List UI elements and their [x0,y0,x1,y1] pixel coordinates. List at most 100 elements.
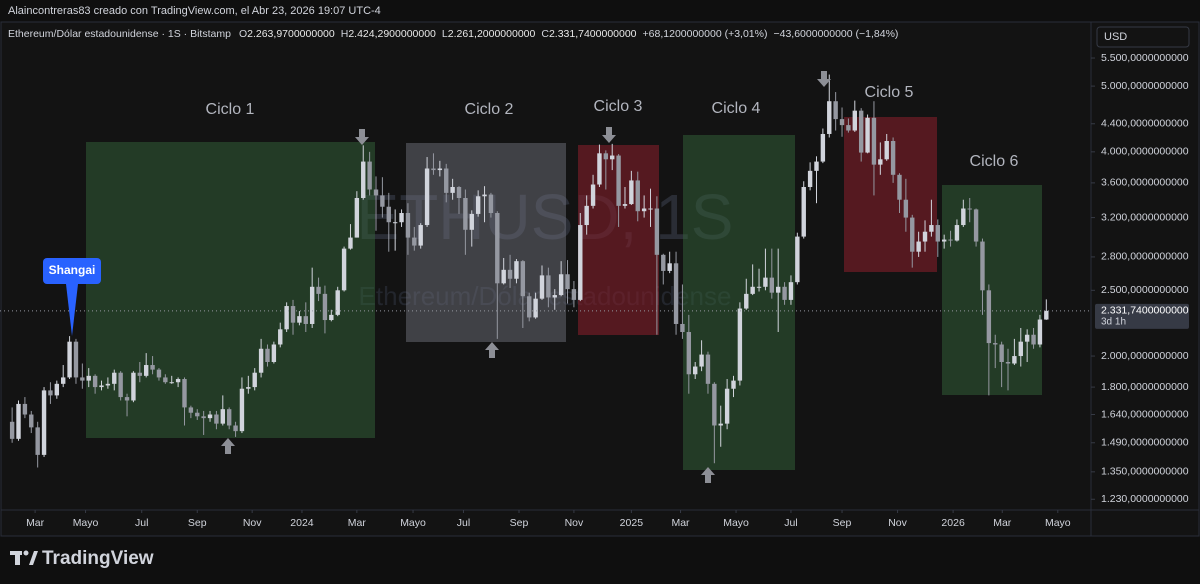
candle-body [686,332,692,375]
arrow-down [817,71,831,87]
candle-body [405,213,411,238]
y-tick-label: 1.350,0000000000 [1101,466,1189,478]
candle-body [610,155,615,160]
y-tick-label: 2.000,0000000000 [1101,350,1189,362]
candle-body [744,293,749,309]
cycle-label: Ciclo 4 [712,100,761,117]
candle-body [226,409,232,426]
candle-body [699,354,704,367]
candle-body [201,416,206,419]
candle-body [571,289,577,300]
candle-body [67,341,72,378]
candle-body [712,383,717,426]
x-tick-label: Nov [888,517,907,529]
candle-body [533,298,538,318]
candle-body [769,277,775,293]
legend: Ethereum/Dólar estadounidense · 1S · Bit… [8,28,898,40]
candle-body [258,348,264,373]
candle-body [941,239,947,242]
candle-body [495,213,500,284]
candle-body [143,365,149,376]
candle-body [827,101,832,134]
y-tick-label: 1.640,0000000000 [1101,408,1189,420]
candle-body [118,372,123,398]
candle-body [558,274,564,296]
legend-key: L [442,28,448,40]
candle-body [150,365,155,370]
x-tick-label: Jul [457,517,470,529]
candle-body [616,155,621,206]
legend-value: 2.263,9700000000 [247,28,335,40]
candle-body [233,425,238,432]
candle-body [182,379,187,408]
x-tick-label: Mayo [400,517,426,529]
candle-body [86,375,91,381]
candle-body [220,409,225,424]
candle-body [54,383,60,396]
candle-body [507,269,513,279]
logo-part [29,551,38,565]
legend-key: H [341,28,349,40]
candle-body [935,225,940,242]
candle-body [392,222,398,224]
candle-body [839,119,845,126]
candle-body [718,423,723,426]
candle-body [967,208,972,210]
candle-body [603,153,609,160]
last-price-label: 2.331,7400000000 [1101,305,1189,317]
candle-body [654,208,660,255]
x-tick-label: Mar [993,517,1012,529]
cycle-label: Ciclo 2 [465,101,514,118]
candle-body [865,117,870,153]
candle-body [214,414,219,424]
candle-body [539,275,545,299]
candle-body [41,390,47,455]
candle-body [597,153,602,185]
candle-body [514,261,519,279]
candle-body [386,206,391,223]
logo-part [15,551,20,565]
tradingview-logo [10,550,38,565]
x-tick-label: 2024 [290,517,314,529]
candle-body [993,343,998,345]
candle-body [16,403,21,439]
credit: Alaincontreras83 creado con TradingView.… [8,5,381,17]
candle-body [1031,334,1036,345]
cycle-box [844,117,937,272]
candle-body [629,180,634,205]
currency-box[interactable] [1096,26,1190,48]
candle-body [1037,319,1043,345]
candle-body [99,385,104,388]
candle-body [795,236,800,283]
cycle-box [683,135,795,470]
candle-body [590,184,596,206]
legend-value: 2.261,2000000000 [448,28,536,40]
x-tick-label: Mayo [1045,517,1071,529]
candle-body [252,372,257,388]
candle-body [137,372,143,376]
candle-body [412,237,417,246]
y-tick-label: 1.230,0000000000 [1101,493,1189,505]
y-tick-label: 2.800,0000000000 [1101,251,1189,263]
candle-body [846,125,851,131]
candle-body [910,217,915,252]
candle-body [239,388,245,432]
x-tick-label: Sep [833,517,852,529]
candle-body [175,379,181,383]
arrow-up [701,467,715,483]
candle-body [373,189,379,196]
arrow-up [485,342,499,358]
candle-body [520,261,526,297]
candle-body [418,225,423,246]
x-tick-label: Mayo [73,517,99,529]
candle-body [693,366,698,375]
candle-body [890,140,896,175]
cycle-box [86,142,375,438]
candle-body [980,241,985,291]
legend-symbol: Ethereum/Dólar estadounidense · 1S · Bit… [8,28,231,40]
candle-body [1005,362,1011,364]
candle-body [667,263,672,271]
legend-value: 2.331,7400000000 [549,28,637,40]
candle-body [303,316,308,324]
candle-body [552,295,557,298]
